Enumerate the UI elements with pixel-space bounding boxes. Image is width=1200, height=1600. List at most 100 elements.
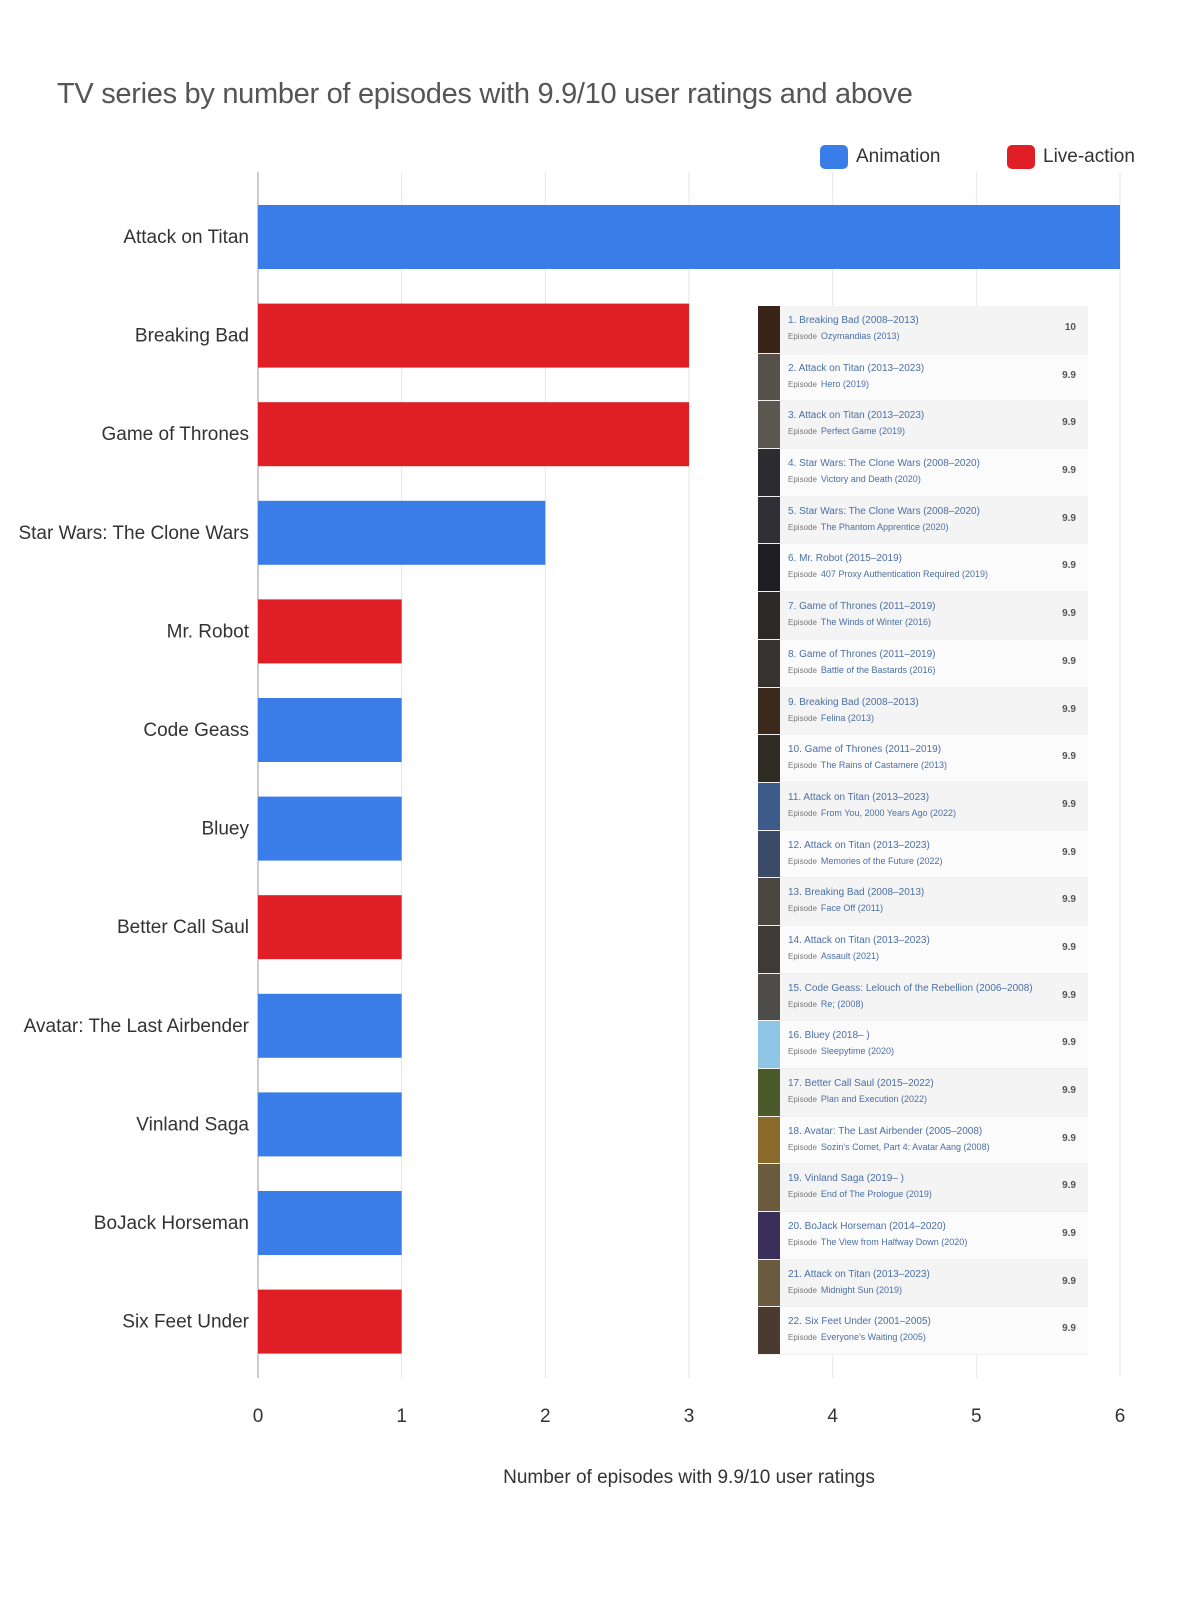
bar — [258, 599, 402, 664]
episode-tag: Episode — [788, 570, 817, 580]
episode-name[interactable]: Episode 407 Proxy Authentication Required… — [788, 569, 1038, 579]
episode-name[interactable]: Episode Felina (2013) — [788, 713, 1038, 723]
episode-series-title[interactable]: 4. Star Wars: The Clone Wars (2008–2020) — [788, 458, 980, 470]
episode-series-title[interactable]: 7. Game of Thrones (2011–2019) — [788, 601, 936, 613]
episode-name[interactable]: Episode Hero (2019) — [788, 379, 1038, 389]
episode-series-title[interactable]: 18. Avatar: The Last Airbender (2005–200… — [788, 1125, 983, 1137]
episode-series-title[interactable]: 21. Attack on Titan (2013–2023) — [788, 1268, 930, 1280]
episode-series-title[interactable]: 14. Attack on Titan (2013–2023) — [788, 934, 930, 946]
episode-row: 18. Avatar: The Last Airbender (2005–200… — [758, 1116, 1088, 1165]
poster-thumbnail — [758, 496, 780, 544]
episode-tag: Episode — [788, 856, 817, 866]
category-label: Bluey — [201, 819, 249, 840]
episode-series-title[interactable]: 5. Star Wars: The Clone Wars (2008–2020) — [788, 505, 980, 517]
episode-row: 6. Mr. Robot (2015–2019) Episode 407 Proxy… — [758, 544, 1088, 593]
episode-name[interactable]: Episode Plan and Execution (2022) — [788, 1094, 1038, 1104]
episode-name[interactable]: Episode Ozymandias (2013) — [788, 331, 1038, 341]
poster-thumbnail — [758, 735, 780, 782]
episode-series-title[interactable]: 15. Code Geass: Lelouch of the Rebellion… — [788, 982, 1033, 994]
episode-series-title[interactable]: 3. Attack on Titan (2013–2023) — [788, 410, 925, 422]
episode-name[interactable]: Episode Sleepytime (2020) — [788, 1046, 1038, 1056]
episode-title: Everyone's Waiting (2005) — [820, 1332, 926, 1343]
category-label: Breaking Bad — [135, 326, 249, 347]
episode-tag: Episode — [788, 1285, 817, 1295]
poster-thumbnail — [758, 1307, 780, 1355]
episode-title: The Phantom Apprentice (2020) — [820, 521, 949, 532]
episode-series-title[interactable]: 11. Attack on Titan (2013–2023) — [788, 791, 930, 803]
episode-row: 16. Bluey (2018– ) Episode Sleepytime (202… — [758, 1021, 1088, 1069]
episode-name[interactable]: Episode Everyone's Waiting (2005) — [788, 1332, 1038, 1342]
category-label: BoJack Horseman — [94, 1213, 249, 1234]
episode-row: 13. Breaking Bad (2008–2013) Episode Face … — [758, 878, 1088, 926]
poster-thumbnail — [758, 878, 780, 925]
episode-series-title[interactable]: 9. Breaking Bad (2008–2013) — [788, 696, 919, 708]
episode-name[interactable]: Episode The Rains of Castamere (2013) — [788, 760, 1038, 770]
episode-series-title[interactable]: 22. Six Feet Under (2001–2005) — [788, 1316, 931, 1328]
episode-title: Re; (2008) — [820, 998, 864, 1009]
episode-rating: 9.9 — [1062, 1085, 1076, 1096]
episode-row: 14. Attack on Titan (2013–2023) Episode As… — [758, 925, 1088, 974]
episode-series-title[interactable]: 1. Breaking Bad (2008–2013) — [788, 315, 919, 326]
category-label: Code Geass — [143, 720, 249, 741]
episode-rating: 9.9 — [1062, 1323, 1076, 1335]
poster-thumbnail — [758, 687, 780, 735]
category-label: Avatar: The Last Airbender — [24, 1016, 250, 1037]
episode-name[interactable]: Episode The View from Halfway Down (2020) — [788, 1237, 1038, 1247]
episode-name[interactable]: Episode The Phantom Apprentice (2020) — [788, 522, 1038, 532]
episode-row: 3. Attack on Titan (2013–2023) Episode Per… — [758, 401, 1088, 450]
episode-name[interactable]: Episode Sozin's Comet, Part 4: Avatar Aan… — [788, 1142, 1038, 1152]
episode-name[interactable]: Episode End of The Prologue (2019) — [788, 1189, 1038, 1199]
episode-tag: Episode — [788, 665, 817, 675]
episode-series-title[interactable]: 16. Bluey (2018– ) — [788, 1030, 870, 1042]
episode-rating: 9.9 — [1062, 465, 1076, 477]
episode-series-title[interactable]: 8. Game of Thrones (2011–2019) — [788, 648, 936, 660]
episode-tag: Episode — [788, 951, 817, 961]
episode-series-title[interactable]: 20. BoJack Horseman (2014–2020) — [788, 1221, 946, 1233]
episode-rating: 9.9 — [1062, 1037, 1076, 1049]
poster-thumbnail — [758, 449, 780, 496]
episode-series-title[interactable]: 6. Mr. Robot (2015–2019) — [788, 553, 902, 565]
bar — [258, 1191, 402, 1255]
legend-label-animation: Animation — [856, 146, 941, 167]
episode-name[interactable]: Episode Midnight Sun (2019) — [788, 1285, 1038, 1295]
x-tick-label: 2 — [540, 1406, 551, 1427]
episode-series-title[interactable]: 2. Attack on Titan (2013–2023) — [788, 362, 925, 374]
episode-row: 10. Game of Thrones (2011–2019) Episode Th… — [758, 735, 1088, 783]
episode-series-title[interactable]: 10. Game of Thrones (2011–2019) — [788, 744, 942, 756]
episode-title: Memories of the Future (2022) — [820, 855, 943, 866]
episode-name[interactable]: Episode Face Off (2011) — [788, 903, 1038, 913]
episode-name[interactable]: Episode Battle of the Bastards (2016) — [788, 665, 1038, 675]
episode-series-title[interactable]: 12. Attack on Titan (2013–2023) — [788, 839, 930, 851]
bar — [258, 895, 402, 960]
episode-name[interactable]: Episode The Winds of Winter (2016) — [788, 617, 1038, 627]
episode-name[interactable]: Episode Re; (2008) — [788, 999, 1038, 1009]
x-axis-label: Number of episodes with 9.9/10 user rati… — [503, 1467, 875, 1488]
episode-title: Ozymandias (2013) — [820, 331, 900, 341]
poster-thumbnail — [758, 782, 780, 830]
bars — [258, 205, 1120, 1354]
poster-thumbnail — [758, 592, 780, 639]
category-label: Game of Thrones — [101, 424, 249, 445]
episode-name[interactable]: Episode Perfect Game (2019) — [788, 426, 1038, 436]
poster-thumbnail — [758, 1069, 780, 1116]
bar — [258, 1289, 402, 1354]
legend-item-animation: Animation — [820, 145, 941, 169]
episode-name[interactable]: Episode Assault (2021) — [788, 951, 1038, 961]
episode-series-title[interactable]: 17. Better Call Saul (2015–2022) — [788, 1078, 934, 1089]
episode-series-title[interactable]: 19. Vinland Saga (2019– ) — [788, 1173, 905, 1185]
category-labels: Attack on Titan Breaking Bad Game of Thron… — [18, 227, 249, 1333]
category-label: Mr. Robot — [167, 621, 250, 642]
episode-name[interactable]: Episode Victory and Death (2020) — [788, 474, 1038, 484]
episode-name[interactable]: Episode Memories of the Future (2022) — [788, 856, 1038, 866]
episode-tag: Episode — [788, 808, 817, 818]
episode-name[interactable]: Episode From You, 2000 Years Ago (2022) — [788, 808, 1038, 818]
episode-tag: Episode — [788, 379, 817, 389]
legend-swatch-live-action — [1007, 145, 1035, 169]
episode-tag: Episode — [788, 427, 817, 437]
episode-title: Assault (2021) — [820, 950, 879, 961]
episode-title: Perfect Game (2019) — [820, 426, 905, 437]
episode-series-title[interactable]: 13. Breaking Bad (2008–2013) — [788, 887, 925, 899]
x-tick-label: 0 — [253, 1406, 264, 1427]
x-tick-label: 1 — [396, 1406, 407, 1427]
